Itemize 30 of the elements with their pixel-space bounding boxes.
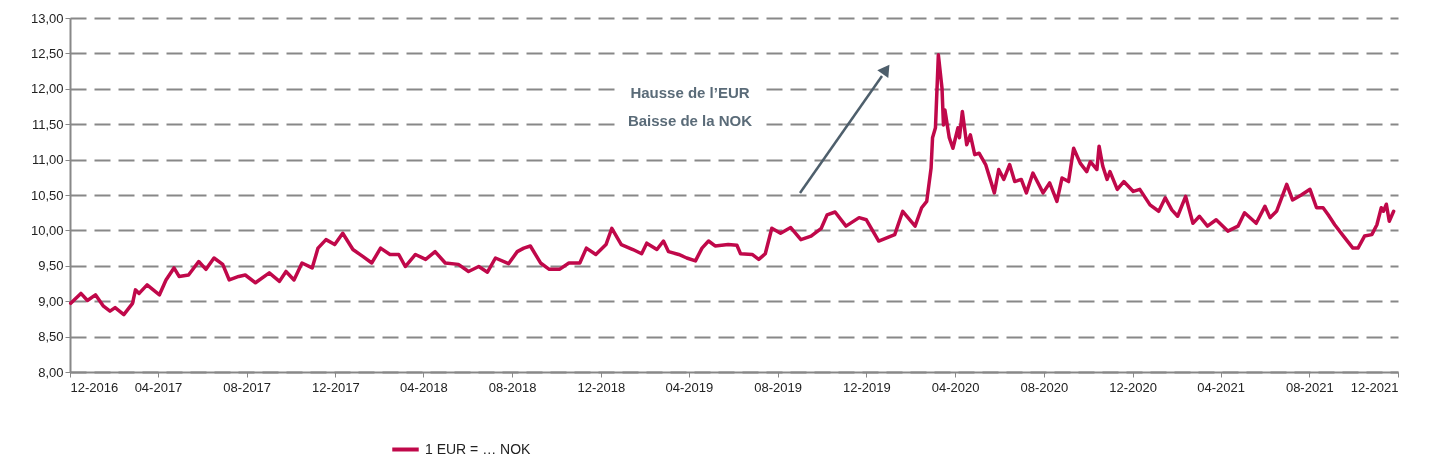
- line-series: [68, 53, 1396, 317]
- x-tick-label: 04-2020: [931, 379, 980, 395]
- x-tick-label: 08-2017: [223, 379, 272, 395]
- y-tick-label: 8,00: [38, 364, 64, 380]
- annotation: Hausse de l’EUR Baisse de la NOK: [627, 84, 753, 129]
- y-tick-label: 12,50: [30, 45, 64, 61]
- y-tick-label: 13,00: [30, 10, 64, 26]
- x-tick-label: 12-2021: [1350, 379, 1399, 395]
- y-tick-label: 8,50: [38, 329, 64, 345]
- x-tick-label: 08-2020: [1020, 379, 1069, 395]
- x-tick-label: 08-2019: [754, 379, 802, 395]
- x-tick-label: 08-2021: [1285, 379, 1334, 395]
- y-tick-label: 12,00: [30, 81, 64, 97]
- legend-label: 1 EUR = … NOK: [425, 440, 532, 457]
- x-tick-label: 04-2021: [1197, 379, 1245, 395]
- x-tick-label: 12-2018: [577, 379, 626, 395]
- y-tick-label: 11,00: [31, 152, 64, 168]
- x-tick-label: 04-2018: [400, 379, 448, 395]
- x-tick-label: 08-2018: [488, 379, 537, 395]
- x-tick-label: 12-2019: [843, 379, 891, 395]
- y-tick-label: 11,50: [31, 116, 64, 132]
- x-tick-label: 04-2019: [665, 379, 714, 395]
- x-tick-label: 12-2020: [1109, 379, 1157, 395]
- y-tick-label: 10,00: [30, 222, 64, 238]
- y-tick-label: 10,50: [30, 187, 64, 203]
- y-tick-label: 9,50: [38, 258, 64, 274]
- x-tick-label: 12-2016: [70, 379, 119, 395]
- y-tick-label: 9,00: [38, 293, 64, 309]
- x-tick-label: 12-2017: [312, 379, 360, 395]
- x-tick-label: 04-2017: [134, 379, 183, 395]
